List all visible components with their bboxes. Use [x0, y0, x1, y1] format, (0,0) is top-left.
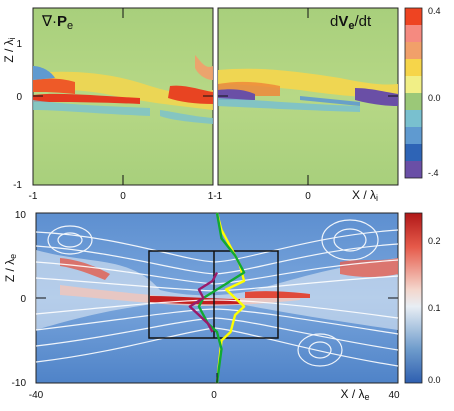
top-xtick-1-1: 1-1 [208, 191, 223, 202]
panel-top-left: ∇·Pe [32, 7, 214, 186]
bottom-xtick-neg40: -40 [29, 390, 44, 401]
profile-curve-0 [215, 212, 246, 384]
top-xtick-0: 0 [120, 191, 126, 202]
panel-top-right-title: dVe/dt [330, 13, 372, 32]
top-colorbar: 0.4 0.0 -.4 [404, 6, 441, 179]
bottom-ytick-10: 10 [15, 210, 27, 221]
panel-top-right-ticks [218, 8, 398, 185]
panel-top-left-ticks [33, 8, 213, 185]
panel-top-right: dVe/dt [217, 7, 399, 186]
bottom-cb-tick-00: 0.0 [428, 375, 441, 385]
profiles [188, 212, 246, 384]
top-ytick-1: 1 [16, 39, 22, 50]
panel-bottom [35, 212, 399, 384]
top-xlabel: X / λi [352, 188, 378, 203]
bottom-xtick-40: 40 [388, 390, 400, 401]
top-ylabel: Z / λi [2, 37, 17, 62]
top-cb-tick-neg04: -.4 [428, 168, 439, 178]
bottom-cb-tick-02: 0.2 [428, 236, 441, 246]
bottom-axis-labels: Z / λe 10 0 -10 -40 0 X / λe 40 [3, 210, 400, 402]
top-cb-tick-00: 0.0 [428, 93, 441, 103]
bottom-xlabel: X / λe [340, 387, 369, 402]
top-xtick-0b: 0 [305, 191, 311, 202]
bottom-cb-tick-01: 0.1 [428, 303, 441, 313]
bottom-ytick-neg10: -10 [12, 378, 27, 389]
panel-bottom-ticks [36, 297, 398, 383]
top-ytick-neg1: -1 [13, 180, 22, 191]
top-ytick-0: 0 [16, 92, 22, 103]
bottom-ylabel: Z / λe [3, 254, 18, 282]
top-cb-tick-04: 0.4 [428, 6, 441, 16]
bottom-colorbar: 0.2 0.1 0.0 [404, 212, 441, 385]
bottom-ytick-0: 0 [20, 294, 26, 305]
top-axis-labels: Z / λi 1 0 -1 -1 0 1-1 0 X / λi [2, 37, 378, 203]
profile-curve-1 [197, 212, 246, 384]
panel-top-left-title: ∇·Pe [41, 13, 73, 32]
profile-curve-2 [188, 271, 219, 333]
bottom-xtick-0: 0 [211, 390, 217, 401]
top-xtick-neg1: -1 [29, 191, 38, 202]
